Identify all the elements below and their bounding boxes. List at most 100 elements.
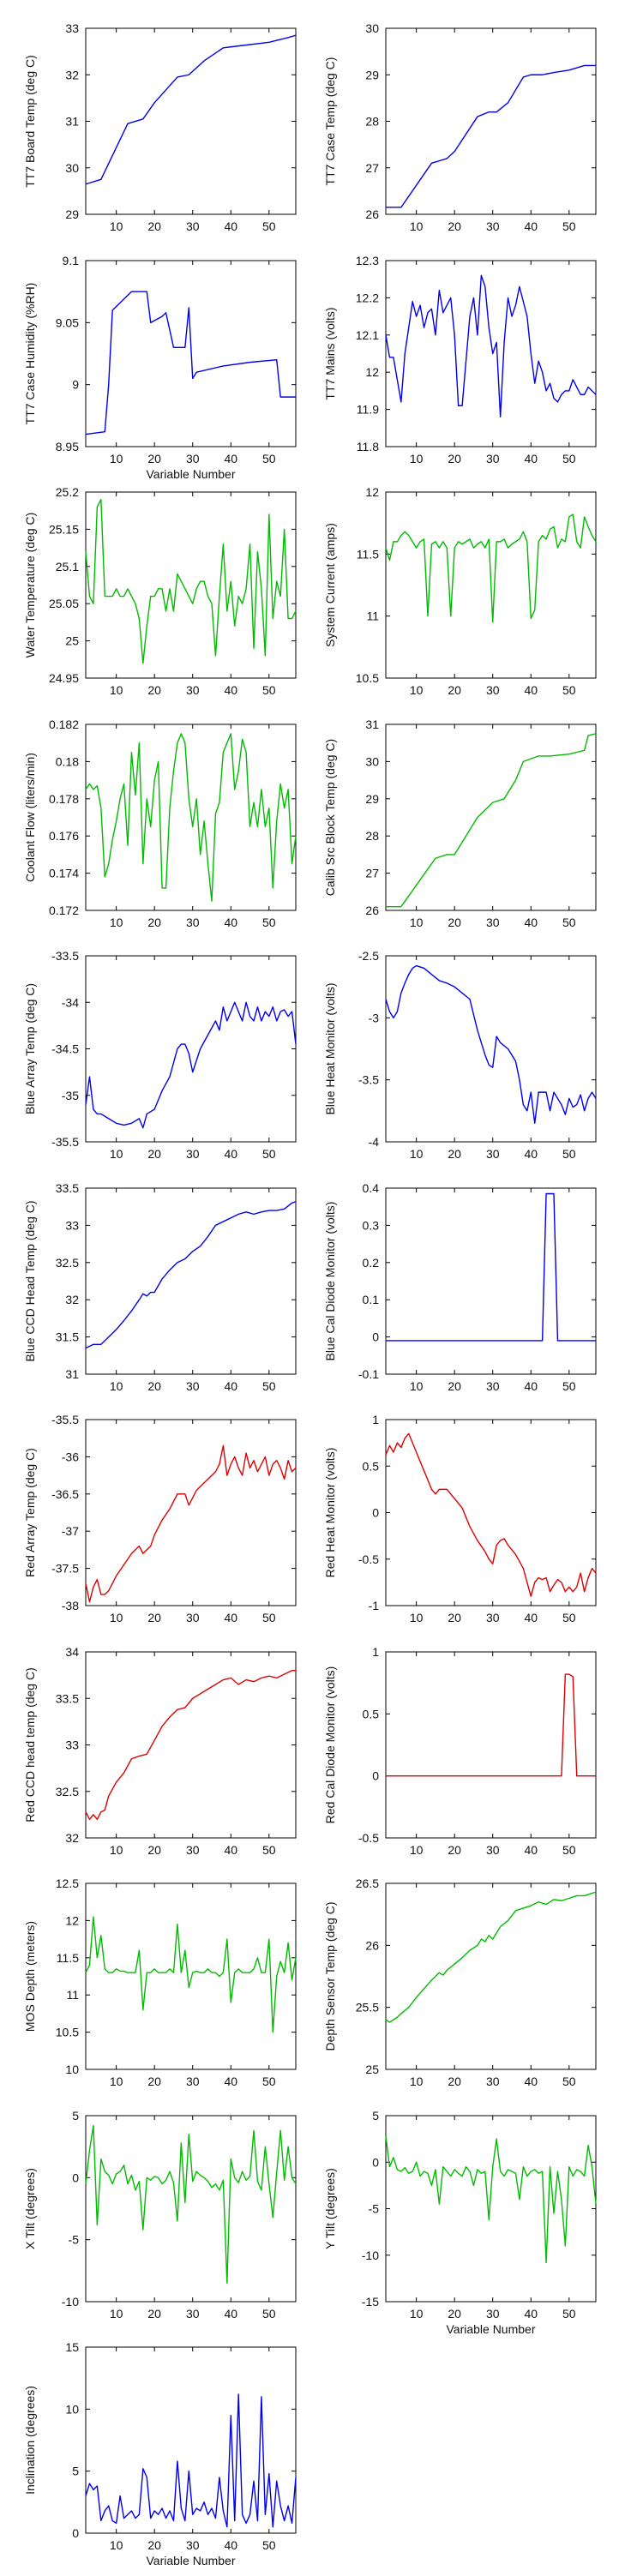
x-tick-label: 30 xyxy=(486,219,500,233)
y-axis-label: System Current (amps) xyxy=(323,523,337,647)
chart-svg: -15 -10 -5 0 5 10 20 30 40 50 Y Tilt (degrees) Vari… xyxy=(323,2109,597,2336)
y-axis-label: Blue Cal Diode Monitor (volts) xyxy=(323,1201,337,1360)
series-line xyxy=(386,64,596,208)
y-tick-label: 10.5 xyxy=(356,671,379,685)
x-tick-label: 30 xyxy=(186,2538,200,2552)
plot-frame xyxy=(385,1419,597,1606)
x-tick-label: 20 xyxy=(448,1611,461,1624)
y-tick-label: 0.18 xyxy=(56,754,79,768)
series-line xyxy=(385,1891,597,2023)
series-line xyxy=(85,2124,297,2284)
plot-frame xyxy=(385,1651,597,1838)
chart-svg: 24.95 25 25.05 25.1 25.15 25.2 10 20 30 40 50 Water… xyxy=(23,485,297,697)
x-tick-label: 30 xyxy=(186,1611,200,1624)
y-tick-label: 25 xyxy=(365,2063,379,2076)
x-tick-label: 40 xyxy=(524,916,538,929)
plot-frame xyxy=(385,260,597,447)
series-line xyxy=(85,732,297,902)
chart-svg: 26 27 28 29 30 10 20 30 40 50 TT7 Case Temp (deg C… xyxy=(323,21,597,233)
y-tick-label: 11.5 xyxy=(57,1951,79,1965)
y-tick-label: 26.5 xyxy=(356,1876,379,1890)
x-tick-label: 30 xyxy=(486,1147,500,1161)
y-tick-label: 0 xyxy=(372,1506,379,1520)
chart-panel: -35.5 -35 -34.5 -34 -33.5 10 20 30 40 50 Blue Arra… xyxy=(0,947,300,1185)
chart-panel: 24.95 25 25.05 25.1 25.15 25.2 10 20 30 40 50 Water… xyxy=(0,483,300,721)
plot-frame xyxy=(85,2346,297,2534)
plot-frame xyxy=(385,724,597,910)
x-tick-label: 50 xyxy=(262,1611,276,1624)
y-tick-label: 0 xyxy=(72,2171,79,2184)
x-tick-label: 30 xyxy=(486,2307,500,2321)
x-tick-label: 30 xyxy=(486,1379,500,1393)
y-tick-label: 12.5 xyxy=(56,1876,79,1890)
chart-panel: 29 30 31 32 33 10 20 30 40 50 TT7 Board Temp (deg … xyxy=(0,20,300,257)
y-tick-label: 29 xyxy=(365,791,379,805)
y-tick-label: -3 xyxy=(369,1011,380,1024)
series-line xyxy=(385,964,597,1125)
y-tick-label: 0.2 xyxy=(363,1255,380,1269)
y-tick-label: 33 xyxy=(65,21,79,35)
plot-frame xyxy=(85,491,297,679)
x-tick-label: 30 xyxy=(186,2075,200,2088)
y-tick-label: 0 xyxy=(372,1330,379,1343)
y-tick-label: 26 xyxy=(365,904,379,917)
y-tick-label: -35 xyxy=(62,1089,79,1102)
x-tick-label: 40 xyxy=(524,1611,538,1624)
y-tick-label: -0.5 xyxy=(358,1552,379,1566)
x-tick-label: 20 xyxy=(448,1379,461,1393)
y-tick-label: 30 xyxy=(365,21,379,35)
x-tick-label: 10 xyxy=(410,219,424,233)
x-tick-label: 10 xyxy=(110,1611,123,1624)
x-tick-label: 10 xyxy=(110,916,123,929)
y-tick-label: 0 xyxy=(372,2155,379,2169)
y-tick-label: -0.5 xyxy=(358,1831,379,1845)
x-tick-label: 40 xyxy=(524,219,538,233)
y-tick-label: 30 xyxy=(365,754,379,768)
series-line xyxy=(85,1200,297,1348)
chart-svg: 0 5 10 15 10 20 30 40 50 Inclination (degrees) Var… xyxy=(23,2340,297,2567)
chart-panel: -1 -0.5 0 0.5 1 10 20 30 40 50 Red Heat Monitor (v… xyxy=(300,1411,600,1648)
y-tick-label: 10 xyxy=(65,2402,79,2416)
x-tick-label: 40 xyxy=(224,683,237,697)
x-tick-label: 20 xyxy=(448,2075,461,2088)
x-tick-label: 50 xyxy=(562,916,576,929)
y-tick-label: 31.5 xyxy=(56,1330,79,1343)
x-tick-label: 10 xyxy=(110,219,123,233)
series-line xyxy=(386,732,597,907)
x-tick-label: 50 xyxy=(562,2075,576,2088)
y-tick-label: 12.3 xyxy=(356,254,379,267)
chart-panel: 26 27 28 29 30 10 20 30 40 50 TT7 Case Temp (deg C… xyxy=(300,20,600,257)
x-tick-label: 10 xyxy=(110,2538,123,2552)
y-tick-label: 27 xyxy=(365,866,379,880)
plot-frame xyxy=(385,1187,597,1374)
y-tick-label: -10 xyxy=(362,2248,379,2261)
y-tick-label: 12.2 xyxy=(356,291,379,304)
x-tick-label: 40 xyxy=(224,916,237,929)
x-tick-label: 10 xyxy=(410,683,424,697)
x-tick-label: 20 xyxy=(448,1147,461,1161)
y-tick-label: 29 xyxy=(365,68,379,81)
y-tick-label: -37 xyxy=(62,1524,79,1538)
x-tick-label: 50 xyxy=(262,1147,276,1161)
y-tick-label: 12 xyxy=(365,485,379,499)
chart-svg: 29 30 31 32 33 10 20 30 40 50 TT7 Board Temp (deg … xyxy=(23,21,297,233)
chart-panel: 8.95 9 9.05 9.1 10 20 30 40 50 TT7 Case Humidity … xyxy=(0,252,300,489)
x-tick-label: 10 xyxy=(110,1843,123,1857)
x-tick-label: 30 xyxy=(486,1843,500,1857)
y-tick-label: 32.5 xyxy=(56,1784,79,1798)
x-tick-label: 30 xyxy=(186,219,200,233)
x-tick-label: 20 xyxy=(147,219,161,233)
x-tick-label: 30 xyxy=(186,916,200,929)
chart-svg: 31 31.5 32 32.5 33 33.5 10 20 30 40 50 Blue CCD Hea… xyxy=(23,1181,297,1393)
x-tick-label: 50 xyxy=(262,2538,276,2552)
chart-panel: 11.8 11.9 12 12.1 12.2 12.3 10 20 30 40 50 TT7 Main… xyxy=(300,252,600,489)
y-axis-label: Depth Sensor Temp (deg C) xyxy=(323,1901,337,2051)
chart-panel: -10 -5 0 5 10 20 30 40 50 X Tilt (degrees) xyxy=(0,2107,300,2345)
y-tick-label: -2.5 xyxy=(358,949,379,963)
x-tick-label: 10 xyxy=(110,2307,123,2321)
series-line xyxy=(385,1432,597,1597)
plot-frame xyxy=(85,260,297,447)
chart-svg: -1 -0.5 0 0.5 1 10 20 30 40 50 Red Heat Monitor (v… xyxy=(323,1413,597,1624)
y-tick-label: 12 xyxy=(365,365,379,379)
y-tick-label: 0.172 xyxy=(49,904,79,917)
